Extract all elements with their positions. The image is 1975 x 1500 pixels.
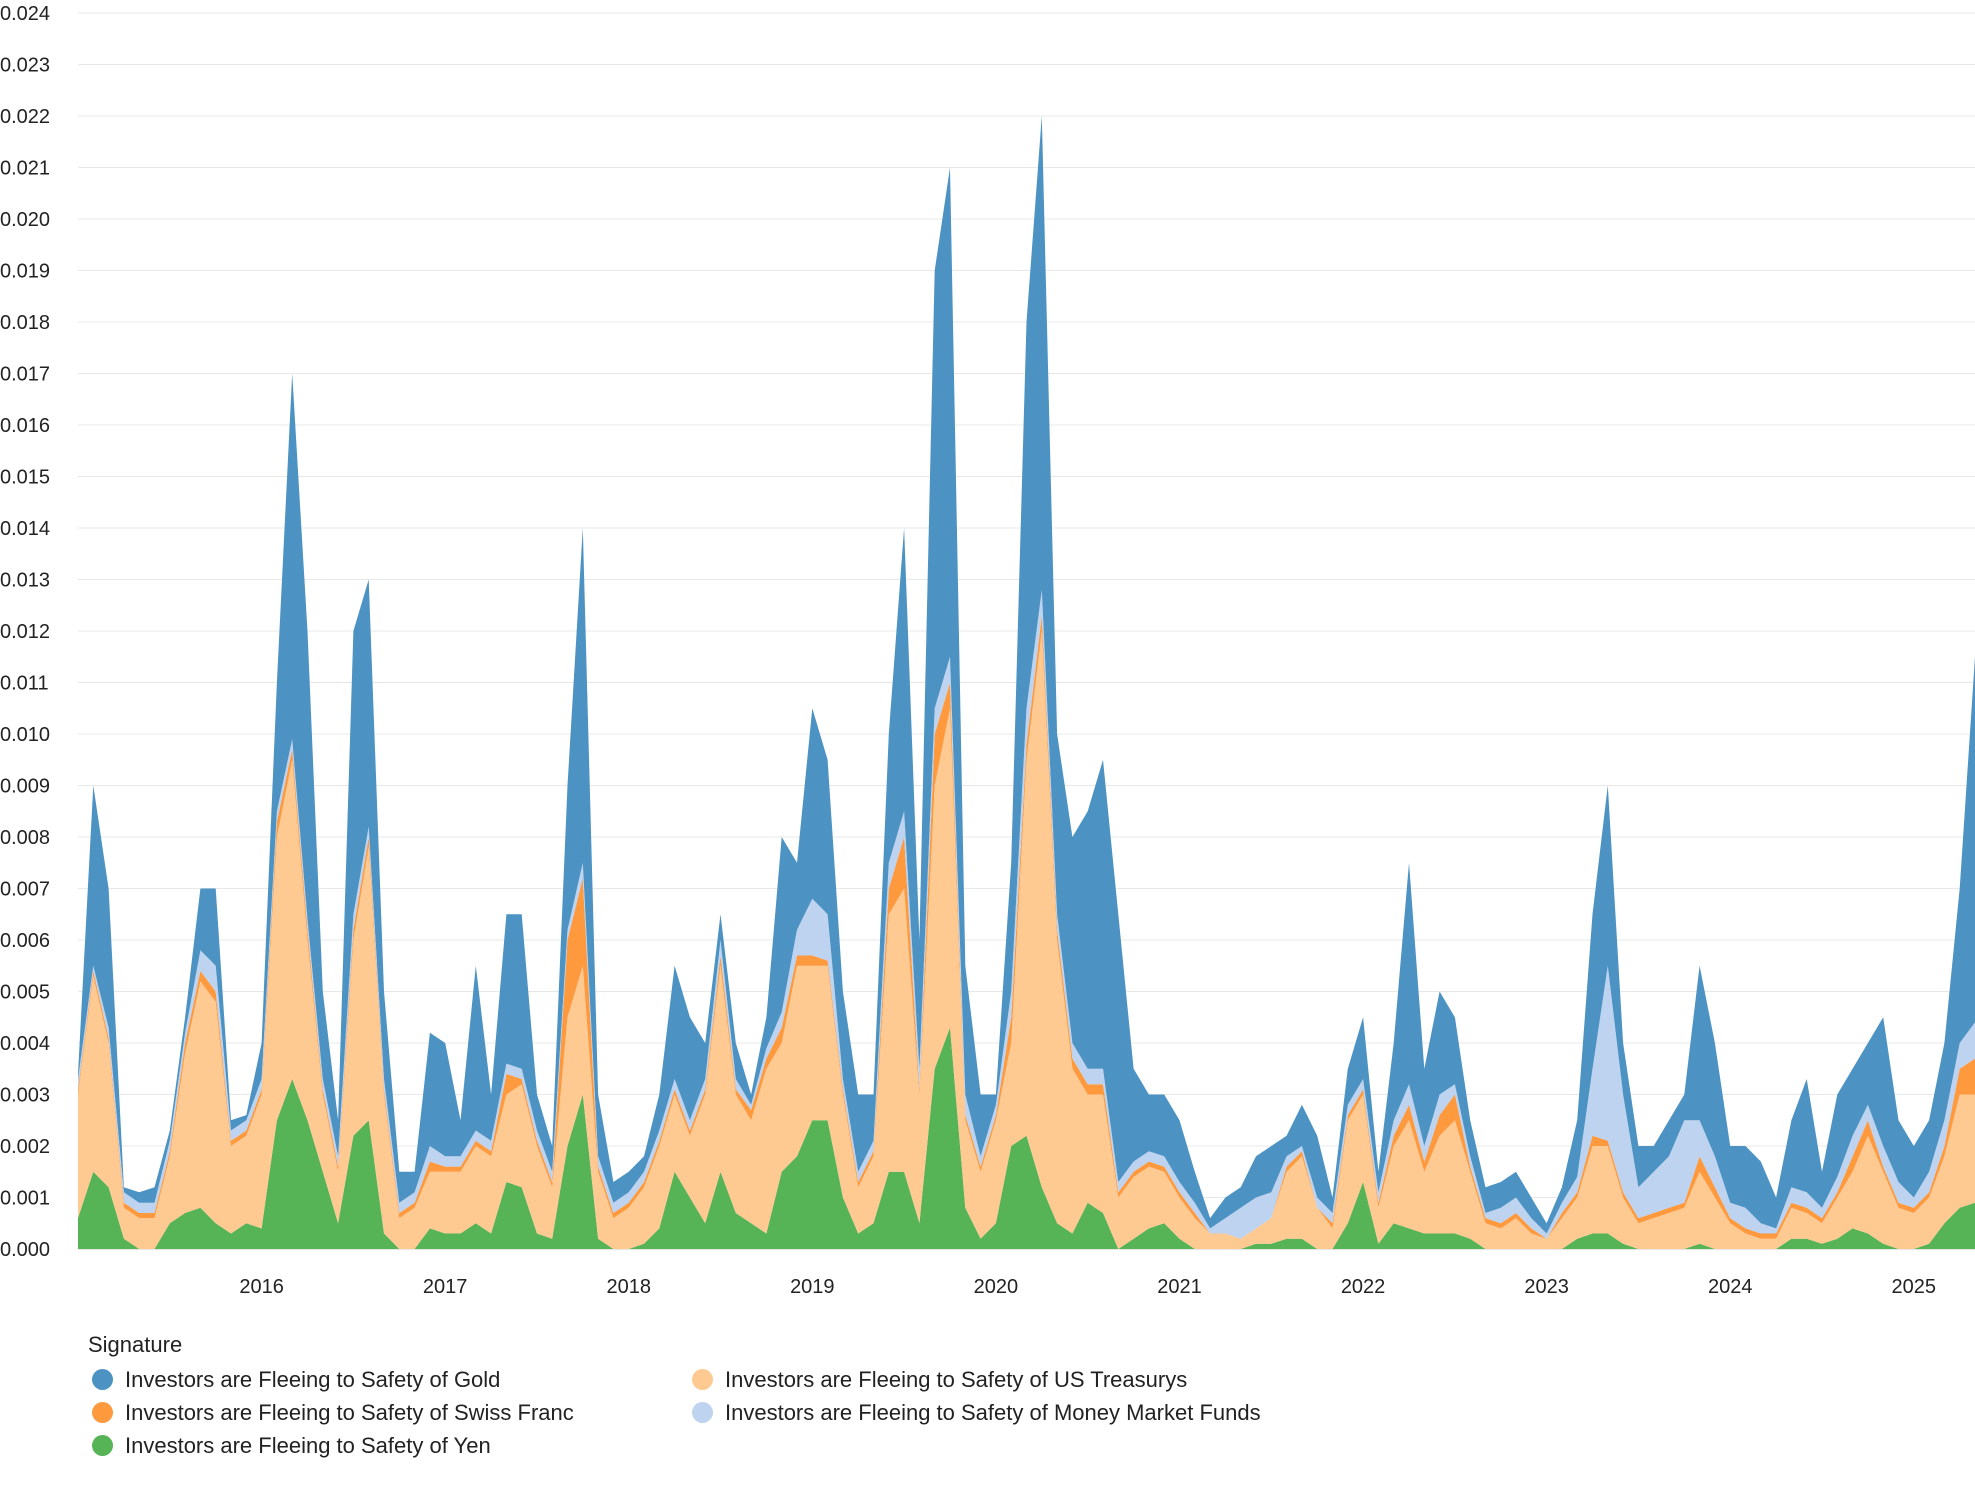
legend-label: Investors are Fleeing to Safety of US Tr… — [725, 1366, 1188, 1392]
x-tick-label: 2023 — [1524, 1276, 1569, 1298]
y-tick-label: 0.017 — [0, 364, 50, 386]
y-tick-label: 0.003 — [0, 1085, 50, 1107]
y-tick-label: 0.004 — [0, 1033, 50, 1055]
y-tick-label: 0.020 — [0, 209, 50, 231]
y-tick-label: 0.007 — [0, 879, 50, 901]
y-tick-label: 0.013 — [0, 570, 50, 592]
y-tick-label: 0.023 — [0, 55, 50, 77]
y-tick-label: 0.014 — [0, 518, 50, 540]
legend-swatch-icon — [92, 1435, 113, 1456]
y-tick-label: 0.002 — [0, 1136, 50, 1158]
y-tick-label: 0.009 — [0, 776, 50, 798]
y-tick-label: 0.001 — [0, 1188, 50, 1210]
x-tick-label: 2017 — [423, 1276, 468, 1298]
legend-swatch-icon — [92, 1402, 113, 1423]
x-tick-label: 2019 — [790, 1276, 835, 1298]
y-tick-label: 0.022 — [0, 106, 50, 128]
y-tick-label: 0.016 — [0, 415, 50, 437]
area-money-market-funds — [78, 589, 1975, 1239]
legend-items: Investors are Fleeing to Safety of Gold I… — [88, 1366, 1288, 1459]
legend: Signature Investors are Fleeing to Safet… — [88, 1332, 1288, 1459]
legend-title: Signature — [88, 1332, 183, 1357]
legend-item[interactable]: Investors are Fleeing to Safety of US Tr… — [688, 1366, 1288, 1393]
y-tick-label: 0.015 — [0, 467, 50, 489]
y-tick-label: 0.006 — [0, 930, 50, 952]
legend-item[interactable]: Investors are Fleeing to Safety of Yen — [88, 1432, 688, 1459]
legend-label: Investors are Fleeing to Safety of Money… — [725, 1399, 1261, 1425]
y-tick-label: 0.011 — [0, 673, 49, 695]
y-tick-label: 0.005 — [0, 982, 50, 1004]
legend-item[interactable]: Investors are Fleeing to Safety of Money… — [688, 1399, 1288, 1426]
x-axis-ticks: 2016 2017 2018 2019 2020 2021 2022 2023 2024 2025 — [239, 1276, 1936, 1298]
legend-label: Investors are Fleeing to Safety of Swiss… — [125, 1399, 574, 1425]
legend-swatch-icon — [692, 1369, 713, 1390]
x-tick-label: 2020 — [974, 1276, 1019, 1298]
x-tick-label: 2025 — [1892, 1276, 1937, 1298]
x-tick-label: 2021 — [1157, 1276, 1202, 1298]
y-tick-label: 0.019 — [0, 261, 50, 283]
y-tick-label: 0.018 — [0, 312, 50, 334]
x-tick-label: 2022 — [1341, 1276, 1386, 1298]
legend-swatch-icon — [92, 1369, 113, 1390]
x-tick-label: 2024 — [1708, 1276, 1753, 1298]
y-tick-label: 0.010 — [0, 724, 50, 746]
area-yen — [78, 1027, 1975, 1249]
y-axis-ticks: 0.000 0.001 0.002 0.003 0.004 0.005 0.006 0.007… — [0, 3, 50, 1261]
legend-spacer — [688, 1432, 1288, 1459]
area-series — [78, 116, 1975, 1249]
legend-label: Investors are Fleeing to Safety of Yen — [125, 1432, 491, 1458]
legend-label: Investors are Fleeing to Safety of Gold — [125, 1366, 501, 1392]
area-us-treasurys — [78, 631, 1975, 1249]
legend-swatch-icon — [692, 1402, 713, 1423]
x-tick-label: 2018 — [606, 1276, 651, 1298]
area-gold — [78, 116, 1975, 1234]
legend-item[interactable]: Investors are Fleeing to Safety of Gold — [88, 1366, 688, 1393]
y-tick-label: 0.008 — [0, 827, 50, 849]
y-tick-label: 0.024 — [0, 3, 50, 25]
y-tick-label: 0.012 — [0, 621, 50, 643]
y-tick-label: 0.021 — [0, 158, 50, 180]
y-tick-label: 0.000 — [0, 1239, 50, 1261]
x-tick-label: 2016 — [239, 1276, 284, 1298]
legend-item[interactable]: Investors are Fleeing to Safety of Swiss… — [88, 1399, 688, 1426]
